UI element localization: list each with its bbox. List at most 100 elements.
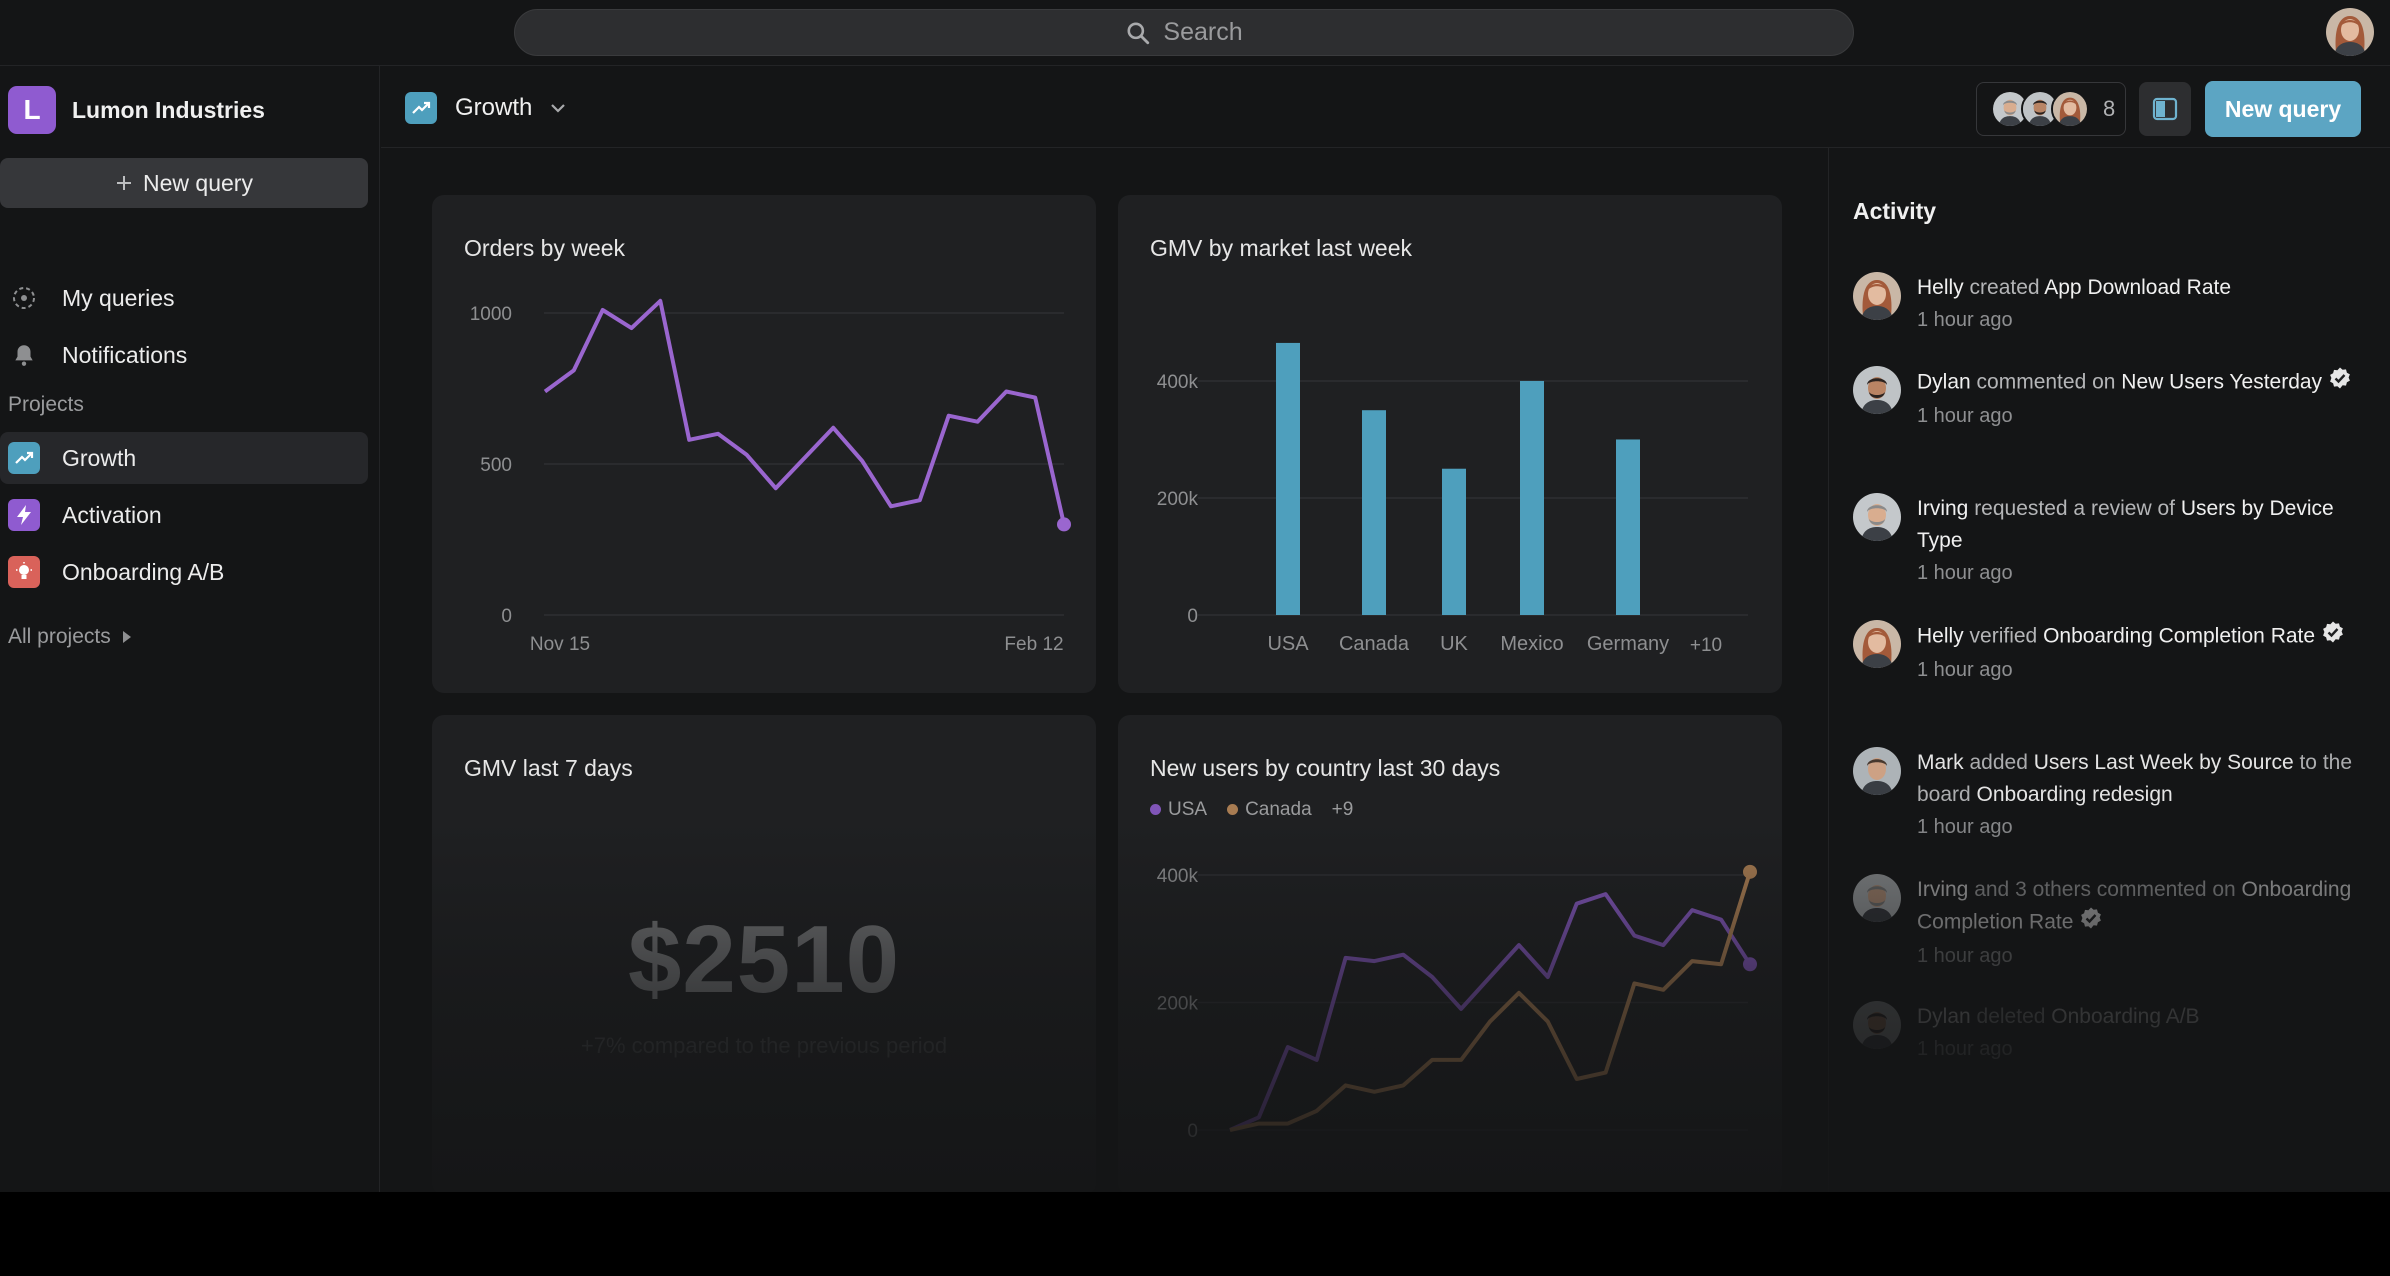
activity-content: Mark added Users Last Week by Source to … (1917, 747, 2383, 843)
activity-item[interactable]: Irving requested a review of Users by De… (1853, 493, 2383, 589)
activity-entity: Helly (1917, 624, 1964, 648)
activity-verb: commented on (1970, 370, 2122, 394)
sidebar-item-label: Growth (62, 444, 137, 471)
card-title: GMV last 7 days (464, 755, 633, 781)
avatar (1853, 620, 1901, 668)
card-title: Orders by week (464, 235, 626, 261)
activity-verb: deleted (1970, 1005, 2052, 1028)
new-users-line-chart: 0 200k 400k (1157, 864, 1757, 1142)
activity-time: 1 hour ago (1917, 562, 2013, 584)
activity-time: 1 hour ago (1917, 309, 2013, 331)
data-point (1057, 517, 1071, 532)
y-tick-label: 0 (1187, 606, 1198, 627)
activity-entity: Mark (1917, 751, 1964, 774)
activity-text: Dylan commented on New Users Yesterday (1917, 366, 2352, 400)
all-projects-label: All projects (8, 625, 111, 648)
activity-title: Activity (1853, 198, 1937, 224)
project-name: Growth (455, 94, 533, 121)
gmv-by-market-card[interactable]: GMV by market last week 0 200k 400k USA Cana… (1118, 195, 1782, 693)
new-users-by-country-card[interactable]: New users by country last 30 days USA Ca… (1118, 715, 1782, 1192)
legend-dot (1227, 804, 1239, 815)
activity-content: Irving and 3 others commented on Onboard… (1917, 874, 2383, 972)
sidebar-panel-icon (2152, 97, 2178, 121)
collaborators-button[interactable]: 8 (1976, 82, 2126, 136)
app-window: Search L Lumon Industries New query My q… (0, 0, 2390, 1192)
sidebar-item-growth[interactable]: Growth (0, 432, 368, 484)
activity-text: Helly created App Download Rate (1917, 272, 2231, 304)
x-tick-label: Mexico (1500, 633, 1563, 655)
gmv-last-7-days-card[interactable]: GMV last 7 days $2510 +7% compared to th… (432, 715, 1096, 1192)
avatar (1853, 1001, 1901, 1049)
verified-check-icon (2328, 366, 2352, 400)
activity-item[interactable]: Dylan deleted Onboarding A/B 1 hour ago (1853, 1001, 2383, 1065)
series-end-point-usa (1743, 957, 1757, 972)
workspace-logo: L (8, 86, 56, 134)
bar-mexico (1520, 380, 1544, 615)
chevron-down-icon (551, 104, 566, 113)
activity-item[interactable]: Mark added Users Last Week by Source to … (1853, 747, 2383, 843)
panel-toggle-button[interactable] (2139, 82, 2191, 136)
collaborator-count: 8 (2103, 96, 2116, 121)
header-new-query-button[interactable]: New query (2205, 81, 2361, 137)
big-number-comparison: +7% compared to the previous period (580, 1033, 948, 1058)
sidebar-item-label: Activation (62, 501, 162, 528)
new-query-label: New query (143, 169, 253, 196)
x-tick-label: UK (1440, 633, 1468, 655)
trend-up-icon (8, 442, 40, 474)
series-line-canada (1229, 871, 1752, 1132)
card-title: New users by country last 30 days (1150, 755, 1501, 781)
activity-content: Dylan deleted Onboarding A/B 1 hour ago (1917, 1001, 2200, 1065)
project-selector[interactable]: Growth (405, 92, 566, 124)
activity-content: Dylan commented on New Users Yesterday 1 … (1917, 366, 2352, 432)
activity-entity: Dylan (1917, 1005, 1971, 1028)
activity-item[interactable]: Irving and 3 others commented on Onboard… (1853, 874, 2383, 972)
orders-line-chart: 0 500 1000 Nov 15 Feb 12 (470, 298, 1071, 655)
legend-label: Canada (1245, 799, 1312, 820)
sidebar-item-label: Onboarding A/B (62, 558, 225, 585)
activity-entity[interactable]: Users by Device Type (1917, 497, 2334, 552)
y-tick-label: 200k (1157, 994, 1199, 1015)
activity-entity: Dylan (1917, 370, 1971, 394)
avatar (1853, 747, 1901, 795)
activity-time: 1 hour ago (1917, 1038, 2013, 1060)
new-query-button[interactable]: New query (0, 158, 368, 208)
gmv-bar-chart: 0 200k 400k USA Canada UK Mexico Germany +10 (1157, 342, 1748, 656)
search-placeholder: Search (1163, 18, 1243, 46)
bar-uk (1442, 468, 1466, 615)
sidebar-item-activation[interactable]: Activation (0, 489, 368, 541)
y-tick-label: 400k (1157, 866, 1199, 887)
big-number-value: $2510 (628, 906, 900, 1013)
search-bar[interactable]: Search (514, 9, 1854, 56)
activity-entity: Helly (1917, 276, 1964, 299)
activity-item[interactable]: Helly verified Onboarding Completion Rat… (1853, 620, 2383, 686)
sidebar-item-my-queries[interactable]: My queries (0, 272, 368, 324)
activity-content: Irving requested a review of Users by De… (1917, 493, 2383, 589)
activity-text: Irving and 3 others commented on Onboard… (1917, 874, 2383, 940)
sidebar-item-onboarding-ab[interactable]: Onboarding A/B (0, 546, 368, 598)
orders-by-week-card[interactable]: Orders by week 0 500 1000 Nov 15 Feb 12 (432, 195, 1096, 693)
verified-check-icon (2321, 620, 2345, 654)
y-tick-label: 0 (1187, 1121, 1198, 1142)
activity-entity[interactable]: App Download Rate (2044, 276, 2232, 299)
activity-entity[interactable]: Users Last Week by Source (2033, 751, 2294, 774)
activity-entity: Irving (1917, 497, 1969, 520)
user-avatar[interactable] (2326, 8, 2374, 56)
y-tick-label: 500 (480, 455, 512, 476)
legend-dot (1150, 804, 1161, 815)
activity-entity[interactable]: Onboarding redesign (1976, 783, 2173, 806)
activity-verb: verified (1963, 624, 2044, 648)
activity-item[interactable]: Helly created App Download Rate 1 hour ag… (1853, 272, 2383, 336)
workspace-switcher[interactable]: L Lumon Industries (8, 86, 265, 134)
sidebar-item-notifications[interactable]: Notifications (0, 329, 368, 381)
bell-icon (8, 339, 40, 371)
search-icon (1127, 21, 1150, 44)
activity-entity[interactable]: New Users Yesterday (2121, 370, 2323, 394)
sidebar-item-label: My queries (62, 284, 175, 311)
avatar (1853, 366, 1901, 414)
activity-entity[interactable]: Onboarding A/B (2051, 1005, 2200, 1028)
all-projects-link[interactable]: All projects (8, 625, 133, 649)
verified-check-icon (2079, 906, 2103, 940)
activity-item[interactable]: Dylan commented on New Users Yesterday 1 … (1853, 366, 2383, 432)
activity-entity[interactable]: Onboarding Completion Rate (2043, 624, 2316, 648)
legend-more[interactable]: +9 (1331, 799, 1354, 820)
